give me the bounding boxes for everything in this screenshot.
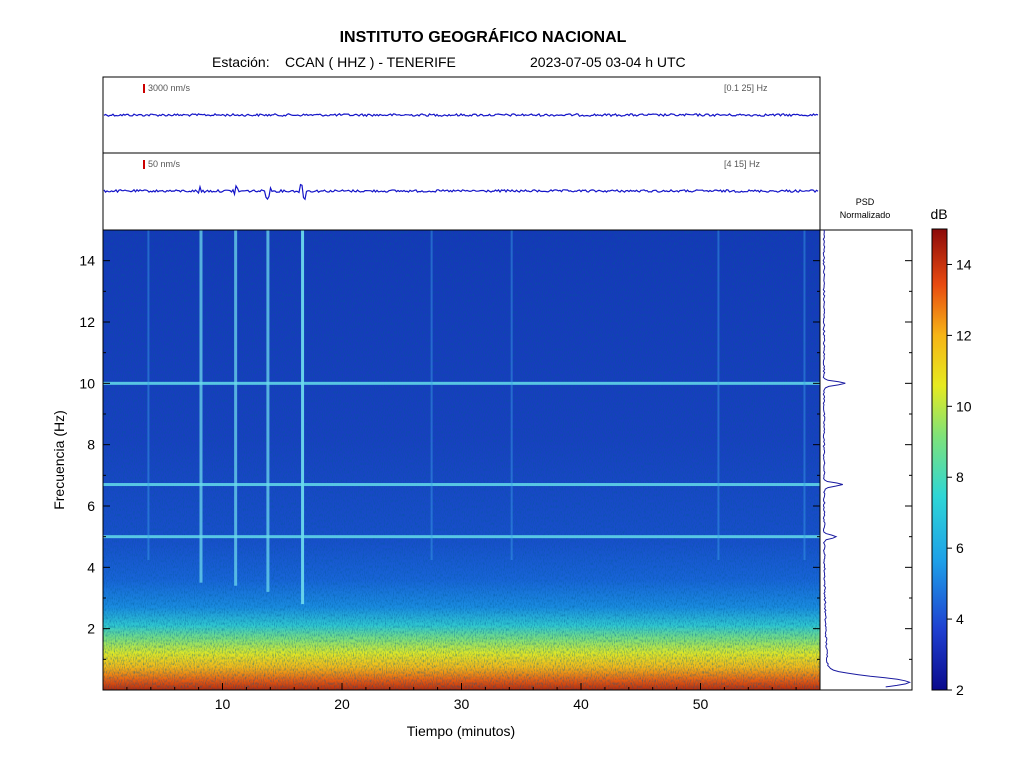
station-prefix: Estación: [212,54,270,70]
station-name: CCAN ( HHZ ) - TENERIFE [285,54,456,70]
faint-event-line [510,230,513,560]
faint-event-line [803,230,806,560]
colorbar: dB 2 4 6 8 10 12 14 [930,206,971,698]
y-tick-label: 8 [87,437,95,453]
y-tick-label: 6 [87,498,95,514]
harmonic-line [103,483,820,487]
psd-label-normalized: Normalizado [840,210,891,220]
seismic-trace [103,112,819,118]
x-tick-label: 40 [573,696,589,712]
colorbar-tick-label: 12 [956,327,972,343]
psd-label: PSD [856,197,875,207]
scale-bar-marker [143,160,145,169]
colorbar-tick-label: 2 [956,682,964,698]
event-line [199,230,203,583]
trace-panel-filtered: 50 nm/s [4 15] Hz [102,152,821,231]
colorbar-tick-label: 10 [956,398,972,414]
psd-curve [822,229,912,688]
harmonic-line [103,535,820,539]
x-tick-label: 30 [454,696,470,712]
y-tick-label: 2 [87,621,95,637]
y-tick-label: 4 [87,559,95,575]
colorbar-gradient [931,228,948,691]
figure-title: INSTITUTO GEOGRÁFICO NACIONAL [340,27,627,46]
faint-event-line [430,230,433,560]
x-axis-label: Tiempo (minutos) [407,723,515,739]
colorbar-tick-label: 4 [956,611,964,627]
trace-scale-label: 50 nm/s [148,159,181,169]
colorbar-unit: dB [930,206,947,222]
psd-frame [819,229,913,691]
faint-event-line [717,230,720,560]
event-line [301,230,305,605]
colorbar-tick-label: 6 [956,540,964,556]
y-axis-label: Frecuencia (Hz) [51,410,67,510]
x-tick-label: 20 [334,696,350,712]
spectrogram [103,230,820,690]
trace-scale-label: 3000 nm/s [148,83,191,93]
datetime-label: 2023-07-05 03-04 h UTC [530,54,686,70]
spectrogram-noise [103,230,820,690]
scale-bar-marker [143,84,145,93]
trace-band-label: [4 15] Hz [724,159,761,169]
y-tick-label: 10 [79,375,95,391]
colorbar-tick-label: 14 [956,256,972,272]
harmonic-line [103,381,820,385]
trace-band-label: [0.1 25] Hz [724,83,768,93]
y-tick-label: 14 [79,253,95,269]
event-line [234,230,238,586]
x-tick-label: 10 [215,696,231,712]
event-line [266,230,270,592]
colorbar-tick-label: 8 [956,469,964,485]
trace-panel-broadband: 3000 nm/s [0.1 25] Hz [102,76,821,154]
faint-event-line [147,230,150,560]
seismic-trace [103,183,819,201]
y-tick-label: 12 [79,314,95,330]
x-tick-label: 50 [693,696,709,712]
psd-panel: PSD Normalizado [819,197,913,691]
